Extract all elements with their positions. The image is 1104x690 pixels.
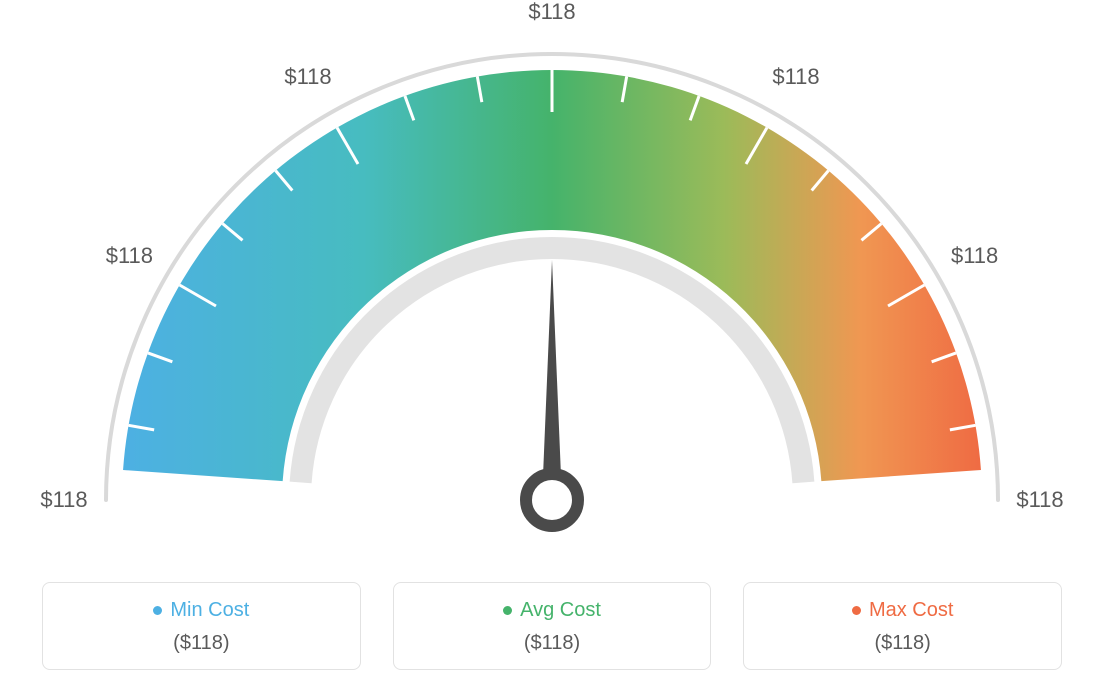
legend-card-max: Max Cost ($118) [743, 582, 1062, 670]
legend-card-min: Min Cost ($118) [42, 582, 361, 670]
gauge-hub [526, 474, 578, 526]
gauge-tick-label: $118 [106, 243, 153, 269]
gauge-tick-label: $118 [284, 64, 331, 90]
legend-title: Min Cost [153, 599, 249, 622]
gauge-svg [0, 0, 1104, 560]
legend-value: ($118) [754, 632, 1051, 655]
legend-title-text: Min Cost [170, 599, 249, 622]
gauge-tick-label: $118 [772, 64, 819, 90]
gauge-tick-label: $118 [528, 0, 575, 25]
legend-value: ($118) [404, 632, 701, 655]
legend-title-text: Max Cost [869, 599, 953, 622]
legend-dot-icon [153, 606, 162, 615]
gauge-chart: $118 $118 $118 $118 $118 $118 $118 [0, 0, 1104, 560]
gauge-tick-label: $118 [40, 487, 87, 513]
gauge-tick-label: $118 [951, 243, 998, 269]
legend-title-text: Avg Cost [520, 599, 601, 622]
legend-title: Avg Cost [503, 599, 601, 622]
gauge-needle [542, 260, 562, 500]
gauge-tick-label: $118 [1016, 487, 1063, 513]
legend-title: Max Cost [852, 599, 953, 622]
legend: Min Cost ($118) Avg Cost ($118) Max Cost ($11… [42, 582, 1062, 670]
legend-value: ($118) [53, 632, 350, 655]
legend-dot-icon [852, 606, 861, 615]
legend-card-avg: Avg Cost ($118) [393, 582, 712, 670]
legend-dot-icon [503, 606, 512, 615]
